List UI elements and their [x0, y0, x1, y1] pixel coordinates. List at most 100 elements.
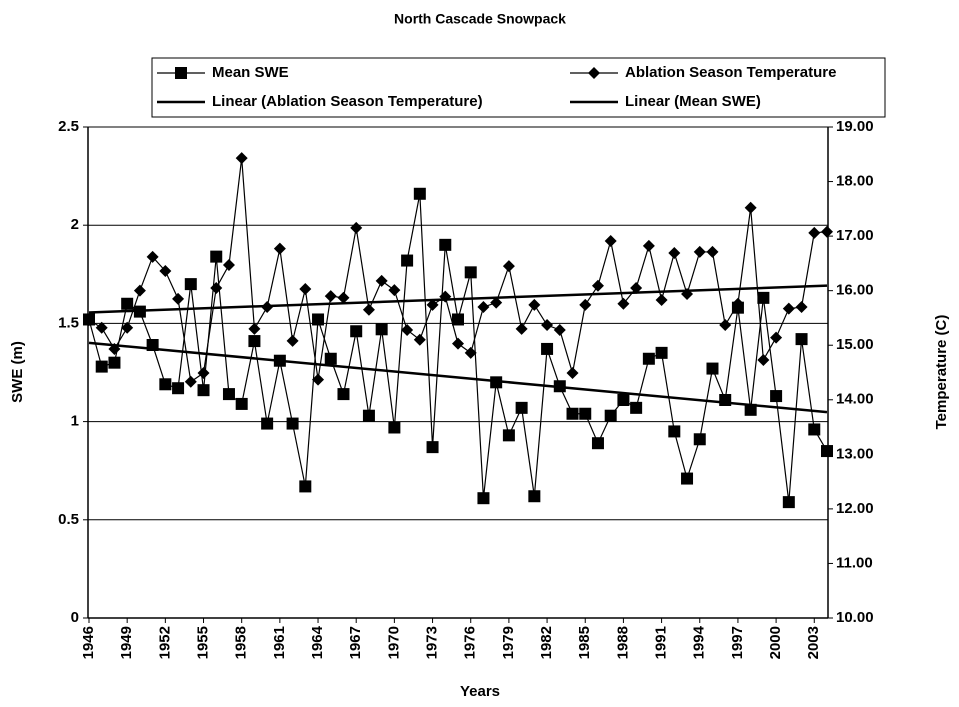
marker-diamond — [553, 323, 566, 336]
marker-square — [795, 333, 808, 346]
x-tick-label: 1946 — [80, 626, 97, 659]
x-tick-label: 1955 — [194, 626, 211, 659]
marker-diamond — [286, 334, 299, 347]
marker-square — [464, 266, 477, 279]
y2-tick-label: 11.00 — [836, 554, 873, 571]
marker-diamond — [808, 226, 821, 239]
marker-diamond — [222, 259, 235, 272]
marker-diamond — [642, 239, 655, 252]
marker-diamond — [413, 333, 426, 346]
x-tick-label: 1967 — [347, 626, 364, 659]
marker-square — [388, 421, 401, 434]
marker-diamond — [706, 245, 719, 258]
y-tick-label: 0.5 — [58, 511, 79, 528]
marker-square — [184, 278, 197, 291]
marker-diamond — [273, 242, 286, 255]
marker-diamond — [731, 297, 744, 310]
marker-diamond — [693, 245, 706, 258]
marker-square — [502, 429, 515, 442]
marker-diamond — [146, 250, 159, 263]
marker-square — [413, 187, 426, 200]
marker-diamond — [235, 152, 248, 165]
marker-diamond — [95, 321, 108, 334]
x-tick-label: 1964 — [309, 625, 326, 659]
marker-diamond — [604, 235, 617, 248]
y2-tick-label: 16.00 — [836, 282, 874, 299]
marker-diamond — [388, 284, 401, 297]
marker-square — [146, 339, 159, 352]
marker-diamond — [757, 353, 770, 366]
marker-diamond — [452, 337, 464, 350]
marker-square — [604, 409, 617, 422]
marker-diamond — [591, 279, 604, 292]
x-tick-label: 1985 — [576, 626, 593, 659]
legend-label: Ablation Season Temperature — [625, 64, 836, 81]
marker-square — [515, 401, 528, 414]
y2-tick-label: 13.00 — [836, 445, 874, 462]
legend-label: Mean SWE — [212, 64, 289, 81]
marker-diamond — [324, 290, 337, 303]
x-tick-label: 1997 — [729, 626, 746, 659]
marker-diamond — [197, 367, 210, 380]
y2-tick-label: 14.00 — [836, 391, 874, 408]
y2-tick-label: 15.00 — [836, 336, 874, 353]
x-tick-label: 1961 — [271, 626, 288, 659]
trendline — [88, 341, 828, 414]
marker-diamond — [159, 265, 172, 278]
marker-square — [95, 360, 108, 373]
marker-diamond — [566, 367, 579, 380]
x-tick-label: 1976 — [462, 626, 479, 659]
marker-diamond — [108, 343, 121, 356]
marker-square — [642, 352, 655, 365]
marker-square — [706, 362, 719, 375]
marker-diamond — [248, 322, 261, 335]
x-tick-label: 1958 — [233, 626, 250, 659]
x-tick-label: 1979 — [500, 626, 517, 659]
marker-square — [426, 441, 439, 454]
marker-square — [477, 492, 490, 505]
marker-diamond — [744, 201, 757, 214]
legend-label: Linear (Mean SWE) — [625, 93, 761, 110]
x-tick-label: 2003 — [805, 626, 822, 659]
marker-square — [235, 397, 248, 410]
marker-square — [121, 297, 134, 310]
marker-diamond — [375, 274, 388, 287]
marker-square — [222, 388, 235, 401]
marker-diamond — [490, 296, 503, 309]
marker-square — [312, 313, 325, 326]
y2-tick-label: 19.00 — [836, 118, 874, 135]
marker-square — [490, 376, 503, 389]
legend-box — [151, 57, 886, 118]
marker-diamond — [668, 247, 681, 260]
marker-diamond — [210, 281, 223, 294]
marker-square — [286, 417, 299, 430]
marker-diamond — [464, 346, 477, 359]
marker-square — [821, 445, 833, 458]
legend-marker — [588, 67, 600, 79]
marker-square — [553, 380, 566, 393]
marker-square — [362, 409, 375, 422]
marker-diamond — [133, 284, 146, 297]
y2-tick-label: 18.00 — [836, 173, 874, 190]
x-tick-label: 1949 — [118, 626, 135, 659]
marker-diamond — [681, 287, 694, 300]
marker-square — [172, 382, 185, 395]
marker-square — [159, 378, 172, 391]
marker-square — [693, 433, 706, 446]
marker-square — [261, 417, 274, 430]
marker-diamond — [617, 297, 630, 310]
marker-square — [452, 313, 464, 326]
x-tick-label: 1988 — [614, 626, 631, 659]
marker-square — [719, 393, 732, 406]
marker-diamond — [770, 331, 783, 344]
legend-marker — [175, 67, 187, 79]
marker-diamond — [337, 291, 350, 304]
marker-diamond — [477, 301, 490, 314]
marker-diamond — [172, 292, 185, 305]
marker-diamond — [795, 301, 808, 314]
marker-square — [617, 393, 630, 406]
x-tick-label: 1991 — [653, 626, 670, 659]
marker-diamond — [184, 375, 197, 388]
marker-square — [566, 407, 579, 420]
